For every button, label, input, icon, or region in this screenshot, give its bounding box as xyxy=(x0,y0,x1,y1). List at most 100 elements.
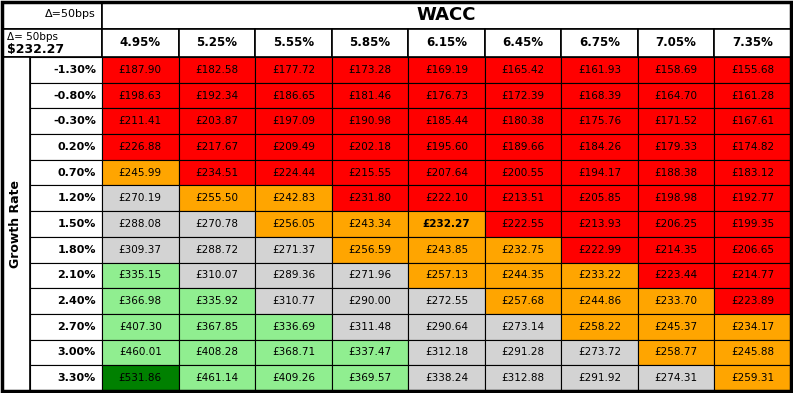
Bar xyxy=(561,29,638,57)
Bar xyxy=(408,134,485,160)
Bar xyxy=(331,83,408,108)
Text: £232.75: £232.75 xyxy=(501,245,545,255)
Text: £312.18: £312.18 xyxy=(425,347,468,358)
Text: £336.69: £336.69 xyxy=(272,322,315,332)
Text: £181.46: £181.46 xyxy=(348,90,392,101)
Bar xyxy=(638,340,714,365)
Bar xyxy=(408,263,485,288)
Text: £182.58: £182.58 xyxy=(195,65,239,75)
Bar xyxy=(561,83,638,108)
Text: £158.69: £158.69 xyxy=(654,65,698,75)
Text: 6.15%: 6.15% xyxy=(426,37,467,50)
Text: £291.28: £291.28 xyxy=(501,347,545,358)
Bar xyxy=(638,57,714,83)
Bar xyxy=(408,365,485,391)
Bar xyxy=(408,288,485,314)
Bar xyxy=(30,108,102,134)
Text: £173.28: £173.28 xyxy=(348,65,392,75)
Text: 4.95%: 4.95% xyxy=(120,37,161,50)
Bar xyxy=(331,365,408,391)
Bar xyxy=(102,134,178,160)
Bar xyxy=(178,365,255,391)
Bar xyxy=(408,237,485,263)
Bar xyxy=(102,288,178,314)
Text: £214.35: £214.35 xyxy=(654,245,698,255)
Text: £310.07: £310.07 xyxy=(195,270,238,280)
Bar xyxy=(178,134,255,160)
Text: £222.55: £222.55 xyxy=(501,219,545,229)
Bar xyxy=(485,29,561,57)
Bar xyxy=(638,29,714,57)
Text: £174.82: £174.82 xyxy=(731,142,774,152)
Bar xyxy=(255,160,331,185)
Text: £270.78: £270.78 xyxy=(195,219,239,229)
Bar xyxy=(408,340,485,365)
Text: £407.30: £407.30 xyxy=(119,322,162,332)
Text: £194.17: £194.17 xyxy=(578,168,621,178)
Text: WACC: WACC xyxy=(417,7,477,24)
Bar xyxy=(408,29,485,57)
Text: £189.66: £189.66 xyxy=(501,142,545,152)
Text: Δ=50bps: Δ=50bps xyxy=(45,9,96,19)
Bar xyxy=(561,237,638,263)
Text: £271.37: £271.37 xyxy=(272,245,315,255)
Bar xyxy=(2,57,30,391)
Text: £172.39: £172.39 xyxy=(501,90,545,101)
Text: £309.37: £309.37 xyxy=(119,245,162,255)
Text: £202.18: £202.18 xyxy=(348,142,392,152)
Bar xyxy=(485,134,561,160)
Bar xyxy=(255,57,331,83)
Text: £223.44: £223.44 xyxy=(654,270,698,280)
Text: £234.17: £234.17 xyxy=(731,322,774,332)
Text: £243.85: £243.85 xyxy=(425,245,468,255)
Text: £177.72: £177.72 xyxy=(272,65,315,75)
Bar xyxy=(331,263,408,288)
Bar xyxy=(714,340,791,365)
Text: £198.63: £198.63 xyxy=(119,90,162,101)
Text: £214.77: £214.77 xyxy=(731,270,774,280)
Bar xyxy=(561,263,638,288)
Text: $232.27: $232.27 xyxy=(7,43,64,56)
Bar xyxy=(485,83,561,108)
Bar xyxy=(255,83,331,108)
Text: £255.50: £255.50 xyxy=(195,193,239,203)
Bar xyxy=(638,288,714,314)
Text: £245.99: £245.99 xyxy=(119,168,162,178)
Text: £273.14: £273.14 xyxy=(501,322,545,332)
Text: £223.89: £223.89 xyxy=(731,296,774,306)
Bar xyxy=(255,263,331,288)
Text: £205.85: £205.85 xyxy=(578,193,621,203)
Text: £213.51: £213.51 xyxy=(501,193,545,203)
Text: 5.55%: 5.55% xyxy=(273,37,314,50)
Bar xyxy=(102,83,178,108)
Text: £368.71: £368.71 xyxy=(272,347,315,358)
Text: £272.55: £272.55 xyxy=(425,296,468,306)
Text: Growth Rate: Growth Rate xyxy=(10,180,22,268)
Bar xyxy=(561,57,638,83)
Bar xyxy=(638,134,714,160)
Bar xyxy=(638,83,714,108)
Text: 3.30%: 3.30% xyxy=(58,373,96,383)
Bar xyxy=(561,185,638,211)
Bar xyxy=(714,314,791,340)
Text: £290.64: £290.64 xyxy=(425,322,468,332)
Text: £206.65: £206.65 xyxy=(731,245,774,255)
Text: £408.28: £408.28 xyxy=(195,347,239,358)
Bar xyxy=(102,365,178,391)
Text: 6.45%: 6.45% xyxy=(503,37,544,50)
Bar xyxy=(178,83,255,108)
Text: £244.86: £244.86 xyxy=(578,296,621,306)
Text: £258.22: £258.22 xyxy=(578,322,621,332)
Bar xyxy=(255,185,331,211)
Bar xyxy=(30,134,102,160)
Bar xyxy=(485,263,561,288)
Text: £273.72: £273.72 xyxy=(578,347,621,358)
Bar xyxy=(408,83,485,108)
Bar xyxy=(561,211,638,237)
Text: 1.80%: 1.80% xyxy=(58,245,96,255)
Bar xyxy=(408,314,485,340)
Bar xyxy=(714,29,791,57)
Text: £199.35: £199.35 xyxy=(731,219,774,229)
Bar xyxy=(30,83,102,108)
Bar xyxy=(331,160,408,185)
